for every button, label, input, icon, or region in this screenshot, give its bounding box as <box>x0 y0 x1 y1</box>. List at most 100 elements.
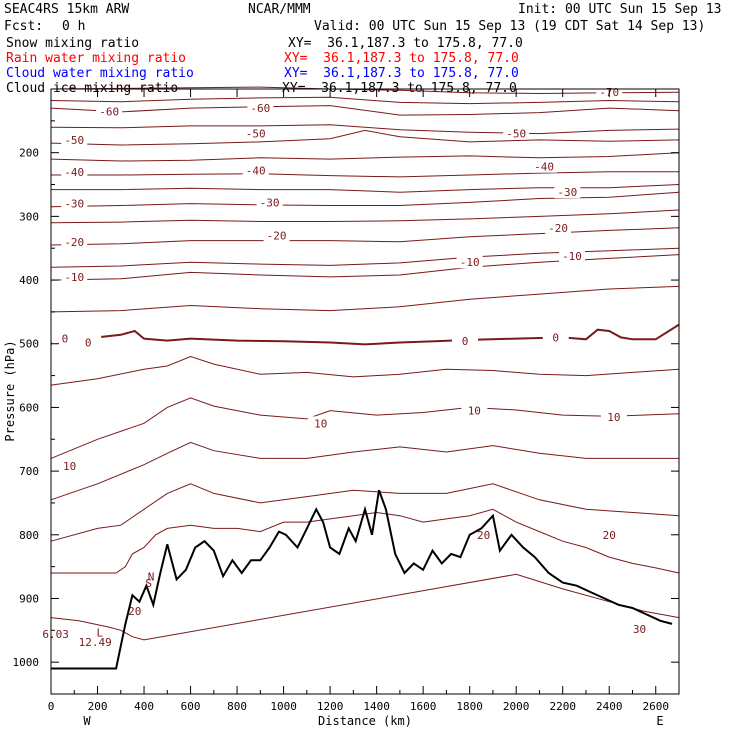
isotherm-line-5 <box>50 129 680 146</box>
isotherm-label: -60 <box>99 105 119 118</box>
isotherm-label: -60 <box>250 102 270 115</box>
isotherm-line-16 <box>50 355 680 386</box>
isotherm-label: 20 <box>603 529 616 542</box>
isotherm-label-bg <box>256 195 283 209</box>
annotation-3: 6.03 <box>42 628 69 641</box>
isotherm-line-20 <box>51 508 680 574</box>
isotherm-layer: -70-60 -60-50 -50 -50-40 -40 -40-30 -30-30-20-… <box>50 85 680 641</box>
isotherm-label-bg <box>263 228 290 242</box>
isotherm-label: -50 <box>246 128 266 141</box>
x-tick-label: 1800 <box>456 700 483 713</box>
x-tick-label: 1400 <box>363 700 390 713</box>
isotherm-label-bg <box>51 331 78 345</box>
isotherm-label: 20 <box>477 529 490 542</box>
y-tick-label: 900 <box>19 592 39 605</box>
field-rain-name: Rain water mixing ratio <box>6 51 187 66</box>
isotherm-label: 0 <box>552 331 559 344</box>
isotherm-label: -30 <box>64 198 84 211</box>
isotherm-label: 0 <box>85 336 92 349</box>
isotherm-label-bg <box>554 185 581 199</box>
isotherm-line-19 <box>50 483 680 542</box>
terrain-line <box>51 489 673 670</box>
isotherm-label: -50 <box>64 134 84 147</box>
annotation-4: N <box>148 571 155 584</box>
y-tick-label: 700 <box>19 465 39 478</box>
isotherm-label: 0 <box>62 333 69 346</box>
x-tick-label: 1600 <box>410 700 437 713</box>
x-end-label-east: E <box>656 714 663 728</box>
isotherm-label-bg <box>545 220 572 234</box>
y-tick-label: 1000 <box>13 656 40 669</box>
x-tick-label: 1000 <box>270 700 297 713</box>
y-tick-label: 200 <box>19 147 39 160</box>
y-tick-label: 500 <box>19 338 39 351</box>
isotherm-label: -30 <box>260 196 280 209</box>
y-tick-label: 400 <box>19 274 39 287</box>
isotherm-line-17 <box>50 397 680 459</box>
x-tick-label: 600 <box>181 700 201 713</box>
isotherm-line-6 <box>50 152 680 162</box>
org-label: NCAR/MMM <box>248 2 311 17</box>
isotherm-label-bg <box>242 126 269 140</box>
isotherm-label: -10 <box>460 256 480 269</box>
y-axis-title: Pressure (hPa) <box>3 340 17 441</box>
isotherm-line-9 <box>50 191 680 208</box>
field-rain-xy: XY= 36.1,187.3 to 175.8, 77.0 <box>284 51 519 66</box>
x-axis-title: Distance (km) <box>318 714 412 728</box>
isotherm-line-4 <box>50 124 680 135</box>
isotherm-label-bg <box>503 126 530 140</box>
isotherm-label-bg <box>242 163 269 177</box>
isotherm-line-18 <box>50 441 679 501</box>
x-tick-label: 200 <box>88 700 108 713</box>
isotherm-label-bg <box>61 234 88 248</box>
isotherm-label-bg <box>596 527 623 541</box>
isotherm-line-11 <box>50 227 680 246</box>
isotherm-label-bg <box>247 101 274 115</box>
isotherm-line-7 <box>51 171 679 178</box>
model-title: SEAC4RS 15km ARW <box>4 2 130 17</box>
isotherm-line-15 <box>50 323 680 346</box>
isotherm-line-3 <box>50 105 680 116</box>
field-cloudwater-name: Cloud water mixing ratio <box>6 66 194 81</box>
isotherm-label: -20 <box>267 229 287 242</box>
isotherm-label-bg <box>307 416 334 430</box>
x-tick-label: 800 <box>227 700 247 713</box>
isotherm-label-bg <box>452 334 479 348</box>
isotherm-label: -30 <box>557 186 577 199</box>
tick-layer: 0 200 400 600 800 1000 1200 1400 1600 1800 2000 220… <box>13 89 679 713</box>
isotherm-label: -20 <box>64 236 84 249</box>
isotherm-line-8 <box>51 184 680 193</box>
isotherm-label-bg <box>600 409 627 423</box>
x-tick-label: 2600 <box>642 700 669 713</box>
isotherm-label-bg <box>542 330 569 344</box>
isotherm-label-bg <box>75 335 102 349</box>
annotation-2: 12.49 <box>79 636 112 649</box>
isotherm-label-bg <box>456 255 483 269</box>
isotherm-line-1 <box>50 86 680 95</box>
isotherm-label: 10 <box>63 460 76 473</box>
field-cloudwater-xy: XY= 36.1,187.3 to 175.8, 77.0 <box>284 66 519 81</box>
isotherm-label-bg <box>559 248 586 262</box>
isotherm-label-bg <box>96 104 123 118</box>
y-tick-label: 800 <box>19 529 39 542</box>
isotherm-label-bg <box>61 132 88 146</box>
fcst-value: 0 h <box>62 19 86 34</box>
x-tick-label: 1200 <box>317 700 344 713</box>
isotherm-label: 30 <box>633 623 646 636</box>
init-time: Init: 00 UTC Sun 15 Sep 13 <box>518 2 722 17</box>
isotherm-label-bg <box>56 459 83 473</box>
y-tick-label: 600 <box>19 401 39 414</box>
isotherm-label: 0 <box>462 335 469 348</box>
isotherm-label-bg <box>531 159 558 173</box>
y-tick-label: 300 <box>19 210 39 223</box>
isotherm-label: 10 <box>314 417 327 430</box>
isotherm-label: 10 <box>468 405 481 418</box>
isotherm-label: 20 <box>128 605 141 618</box>
x-tick-label: 2400 <box>596 700 623 713</box>
x-tick-label: 2000 <box>503 700 530 713</box>
isotherm-label: 10 <box>607 411 620 424</box>
annotation-1: L <box>97 627 104 640</box>
x-tick-label: 2200 <box>549 700 576 713</box>
isotherm-label: -40 <box>64 166 84 179</box>
